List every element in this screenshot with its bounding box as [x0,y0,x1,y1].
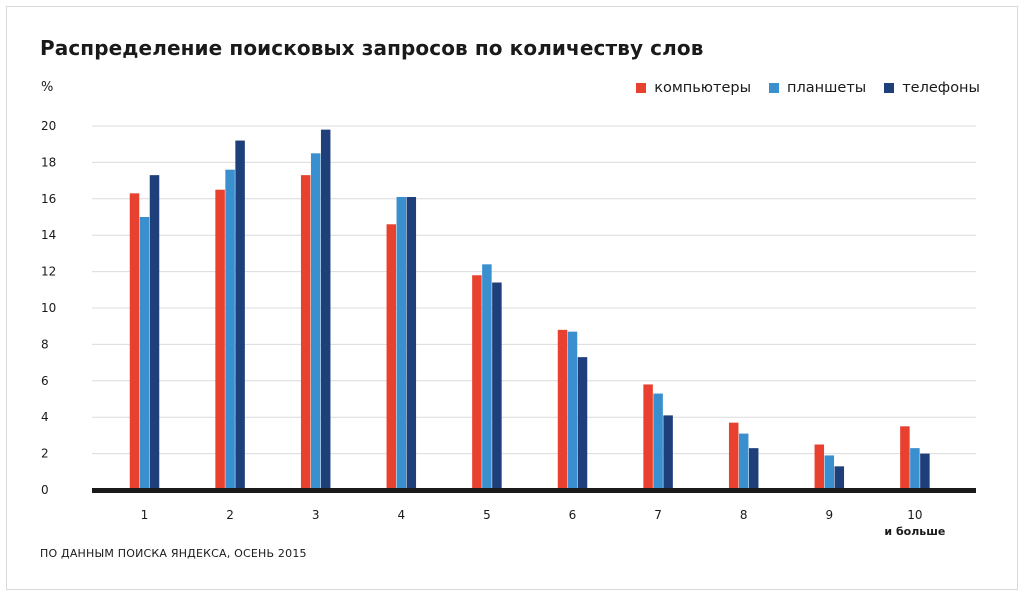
bar-tablets-6 [567,331,578,490]
bar-tablets-9 [824,455,835,490]
legend-label-phones: телефоны [902,80,980,96]
x-tick-label-6: 6 [569,508,577,522]
y-tick-label-8: 8 [41,337,49,351]
bar-computers-10 [900,426,910,490]
legend-item-tablets: планшеты [769,80,866,96]
y-tick-label-2: 2 [41,447,49,461]
y-axis-label: % [41,80,54,95]
bar-phones-1 [149,175,160,490]
bar-tablets-5 [482,264,492,490]
bar-tablets-2 [225,169,235,490]
y-tick-label-18: 18 [41,155,56,169]
bar-tablets-1 [139,217,150,490]
x-tick-label-5: 5 [483,508,491,522]
bar-phones-4 [406,196,417,491]
x-axis-baseline [92,488,976,493]
legend-swatch-phones [884,83,895,93]
y-tick-label-0: 0 [41,483,49,497]
x-tick-label-4: 4 [397,508,405,522]
legend-swatch-tablets [769,83,780,93]
legend-label-tablets: планшеты [787,80,867,96]
bar-computers-7 [643,384,653,490]
bar-phones-7 [663,415,673,490]
bar-phones-8 [748,448,759,490]
x-tick-sublabel-10: и больше [884,525,945,538]
bar-computers-9 [814,444,825,490]
bar-tablets-8 [738,433,749,490]
x-tick-label-3: 3 [312,508,320,522]
x-tick-label-7: 7 [654,508,662,522]
bar-phones-5 [492,282,502,490]
bar-tablets-3 [310,153,321,491]
bar-tablets-10 [910,448,920,490]
bar-computers-6 [557,329,568,490]
x-tick-label-1: 1 [141,508,149,522]
y-tick-label-10: 10 [41,301,56,315]
bar-phones-3 [320,129,331,490]
y-tick-label-4: 4 [41,410,49,424]
bar-tablets-4 [396,196,407,491]
bar-computers-3 [300,175,311,490]
y-tick-label-14: 14 [41,228,56,242]
bar-phones-9 [834,466,845,490]
x-tick-label-10: 10 [907,508,922,522]
bar-phones-2 [235,140,245,490]
bar-computers-5 [472,275,482,490]
bar-phones-6 [577,357,588,490]
y-tick-label-16: 16 [41,192,56,206]
x-tick-label-2: 2 [226,508,234,522]
chart-title: Распределение поисковых запросов по коли… [40,36,704,60]
bar-computers-1 [129,193,140,490]
y-tick-label-12: 12 [41,265,56,279]
legend-item-computers: компьютеры [636,80,751,96]
bar-phones-10 [920,453,930,490]
x-tick-label-8: 8 [740,508,748,522]
bar-computers-8 [728,422,739,490]
legend-item-phones: телефоны [884,80,980,96]
y-tick-label-6: 6 [41,374,49,388]
bar-tablets-7 [653,393,663,490]
bar-computers-2 [215,189,225,490]
x-tick-label-9: 9 [825,508,833,522]
source-note: ПО ДАННЫМ ПОИСКА ЯНДЕКСА, ОСЕНЬ 2015 [40,547,307,560]
legend-swatch-computers [636,83,647,93]
legend-label-computers: компьютеры [654,80,752,96]
bar-computers-4 [386,224,397,490]
legend: компьютеры планшеты телефоны [618,80,980,96]
y-tick-label-20: 20 [41,119,56,133]
